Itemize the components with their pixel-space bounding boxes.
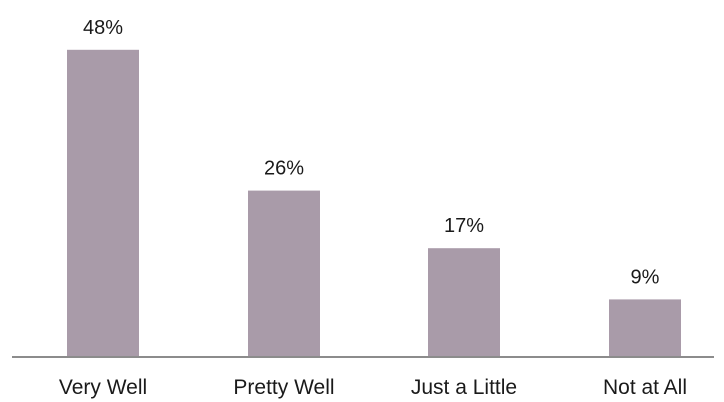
category-label-very-well: Very Well: [59, 376, 147, 399]
bar-very-well: [67, 49, 139, 358]
bars-group: [67, 49, 681, 358]
bar-just-a-little: [428, 248, 500, 357]
category-label-pretty-well: Pretty Well: [233, 376, 334, 399]
category-labels-group: Very Well Pretty Well Just a Little Not at …: [59, 376, 687, 399]
bar-not-at-all: [609, 299, 681, 357]
data-label-just-a-little: 17%: [444, 215, 484, 237]
data-labels-group: 48% 26% 17% 9%: [83, 17, 660, 289]
bar-pretty-well: [248, 190, 320, 357]
data-label-pretty-well: 26%: [264, 158, 304, 180]
category-label-not-at-all: Not at All: [603, 376, 687, 399]
category-label-just-a-little: Just a Little: [411, 376, 517, 399]
data-label-not-at-all: 9%: [631, 266, 660, 288]
data-label-very-well: 48%: [83, 17, 123, 39]
